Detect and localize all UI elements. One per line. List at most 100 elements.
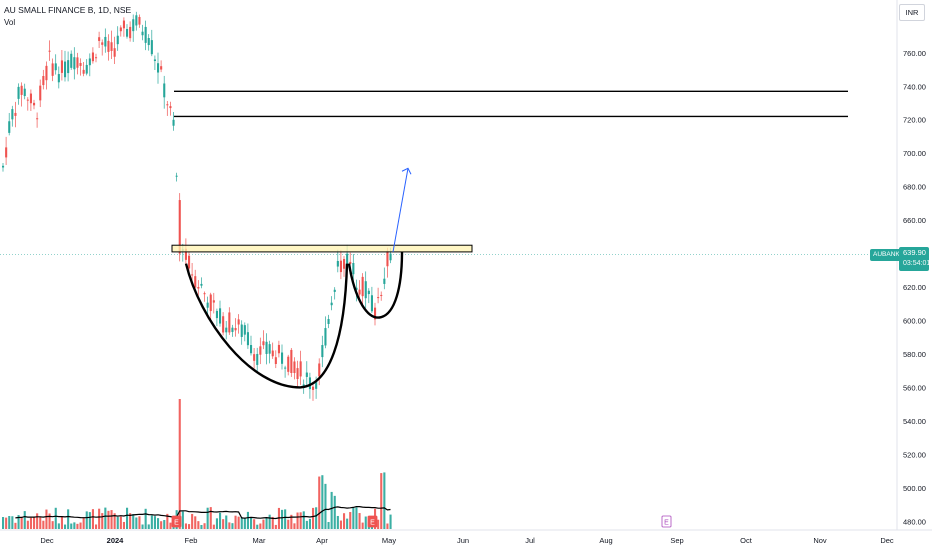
time-tick-5: May: [382, 536, 396, 545]
candle-body: [5, 147, 8, 158]
candle-body: [29, 93, 32, 104]
volume-bar: [281, 509, 284, 529]
candle-body: [135, 15, 138, 26]
volume-bar: [85, 511, 88, 529]
volume-bar: [268, 514, 271, 529]
price-tick-540: 540.00: [903, 417, 926, 426]
time-tick-12: Dec: [880, 536, 894, 545]
earnings-marker-upcoming[interactable]: E: [661, 515, 672, 528]
candle-body: [26, 99, 29, 101]
volume-bar: [57, 523, 60, 529]
volume-bar: [296, 512, 299, 529]
candle-body: [129, 26, 132, 39]
volume-bar: [299, 512, 302, 529]
volume-bar: [26, 520, 29, 529]
volume-bar: [377, 519, 380, 529]
volume-bar: [20, 516, 23, 529]
candle-body: [160, 66, 163, 70]
candle-body: [91, 52, 94, 62]
volume-bar: [166, 513, 169, 529]
currency-button[interactable]: INR: [899, 4, 925, 21]
volume-bar: [101, 513, 104, 529]
volume-bar: [336, 515, 339, 529]
candle-body: [126, 29, 129, 37]
volume-bar: [352, 507, 355, 529]
candle-body: [364, 281, 367, 299]
candle-body: [8, 121, 11, 133]
volume-moving-average: [15, 506, 391, 520]
cup-curve: [184, 263, 349, 389]
volume-bar: [138, 516, 141, 529]
candle-body: [308, 377, 311, 390]
volume-bar: [243, 517, 246, 529]
volume-bar: [312, 507, 315, 529]
volume-bar: [355, 507, 358, 529]
candle-body: [237, 319, 240, 325]
svg-text:E: E: [370, 520, 375, 527]
candle-body: [150, 40, 153, 55]
volume-bar: [60, 516, 63, 529]
candle-body: [234, 327, 237, 331]
candle-body: [355, 287, 358, 290]
time-tick-6: Jun: [457, 536, 469, 545]
candle-body: [339, 260, 342, 273]
volume-bar: [70, 523, 73, 529]
earnings-marker-feb[interactable]: E: [171, 515, 182, 528]
candle-body: [153, 59, 156, 62]
volume-bar: [253, 519, 256, 529]
candle-body: [386, 250, 389, 267]
volume-bar: [228, 522, 231, 529]
candle-body: [250, 345, 253, 354]
candle-body: [383, 278, 386, 284]
candle-body: [188, 255, 191, 269]
volume-bar: [64, 524, 67, 529]
volume-bar: [231, 523, 234, 529]
candle-body: [240, 324, 243, 337]
candle-body: [305, 372, 308, 377]
volume-bar: [116, 517, 119, 529]
candle-body: [293, 361, 296, 374]
candle-body: [2, 165, 5, 168]
candle-body: [197, 286, 200, 289]
volume-bar: [330, 491, 333, 529]
price-tick-500: 500.00: [903, 484, 926, 493]
volume-bar: [45, 509, 48, 529]
volume-bar: [318, 476, 321, 529]
candle-body: [268, 344, 271, 354]
volume-bar: [119, 516, 122, 529]
volume-bar: [54, 507, 57, 529]
volume-bar: [129, 513, 132, 529]
price-tick-620: 620.00: [903, 283, 926, 292]
symbol-title[interactable]: AU SMALL FINANCE B, 1D, NSE: [4, 5, 132, 15]
candle-body: [336, 261, 339, 267]
price-tick-520: 520.00: [903, 450, 926, 459]
time-tick-7: Jul: [525, 536, 535, 545]
volume-bar: [315, 507, 318, 529]
price-tick-600: 600.00: [903, 317, 926, 326]
candle-body: [11, 109, 14, 120]
volume-bar: [17, 515, 20, 529]
volume-bar: [5, 517, 8, 529]
candle-body: [324, 328, 327, 346]
candle-body: [147, 38, 150, 46]
candle-body: [312, 386, 315, 390]
volume-bar: [8, 516, 11, 529]
volume-bar: [14, 522, 17, 529]
candle-body: [212, 300, 215, 303]
volume-bar: [178, 399, 181, 529]
volume-bar: [122, 521, 125, 529]
volume-bar: [324, 483, 327, 529]
candle-body: [321, 345, 324, 358]
volume-bar: [333, 495, 336, 529]
earnings-marker-apr[interactable]: E: [367, 515, 378, 528]
volume-bar: [67, 509, 70, 529]
volume-bar: [225, 515, 228, 529]
candle-body: [352, 263, 355, 275]
candle-body: [215, 310, 218, 319]
volume-label[interactable]: Vol: [4, 18, 16, 27]
volume-bar: [181, 511, 184, 529]
candle-body: [20, 85, 23, 95]
symbol-price-badge: AUBANK: [870, 249, 903, 261]
candle-body: [222, 316, 225, 333]
